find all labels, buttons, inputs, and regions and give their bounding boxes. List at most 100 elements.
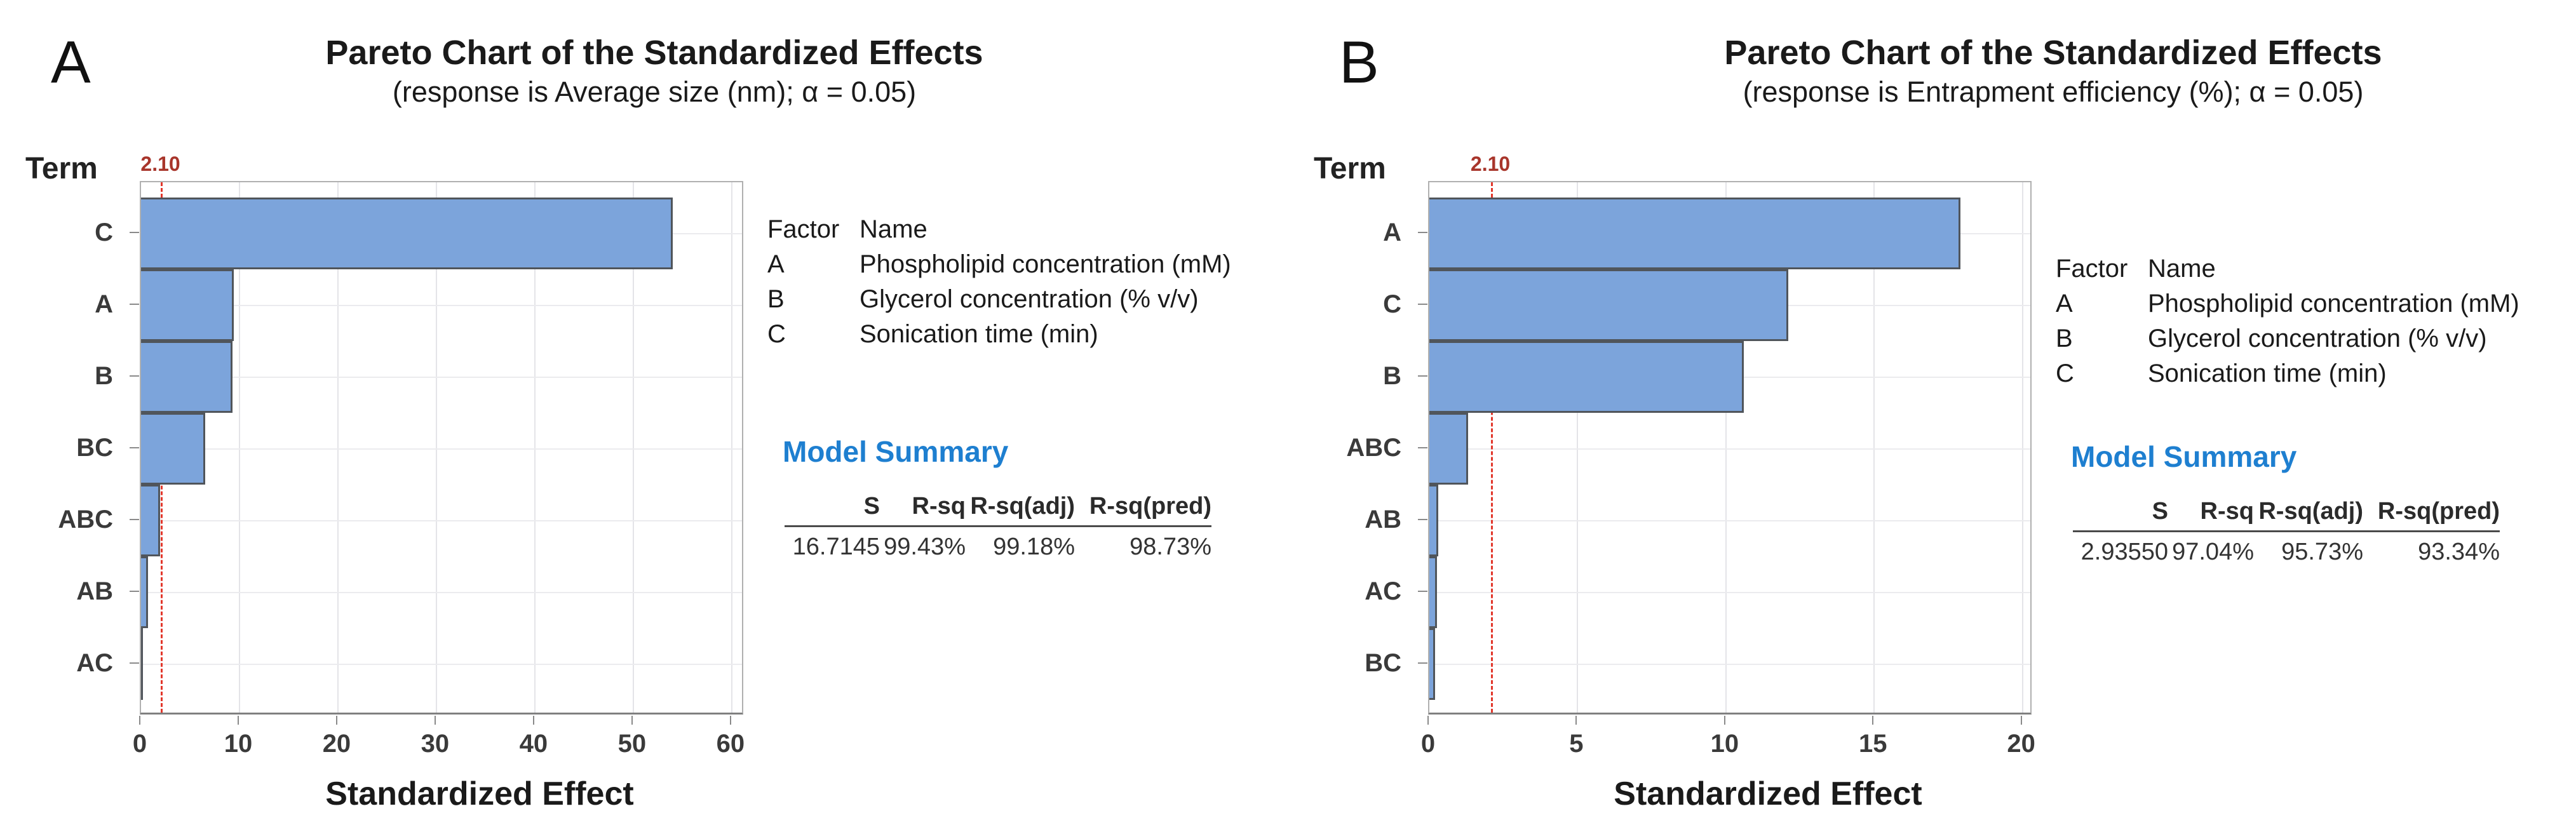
y-tick-mark	[130, 446, 139, 448]
category-label-B: B	[95, 361, 113, 390]
x-tick-mark	[532, 716, 534, 725]
y-gridline	[1429, 663, 2030, 665]
model-summary-value: 93.34%	[2418, 539, 2500, 565]
category-label-ABC: ABC	[58, 505, 113, 533]
bar-AC	[1429, 556, 1437, 628]
y-gridline	[141, 520, 742, 521]
x-gridline	[1577, 182, 1579, 713]
y-tick-mark	[1418, 590, 1427, 592]
model-summary-value: 98.73%	[1130, 533, 1211, 560]
factor-legend: Factor Name A Phospholipid concentration (m…	[767, 212, 1231, 352]
model-summary-column: R-sq(adj)	[970, 493, 1075, 520]
x-tick-label: 0	[132, 730, 147, 758]
x-axis-title: Standardized Effect	[1614, 775, 1922, 812]
x-tick-label: 10	[1710, 730, 1739, 758]
x-gridline	[2021, 182, 2023, 713]
model-summary-heading: Model Summary	[2071, 440, 2297, 473]
model-summary-column: R-sq(adj)	[2258, 498, 2363, 525]
x-tick-mark	[434, 716, 436, 725]
bar-ABC	[1429, 413, 1468, 485]
y-tick-mark	[1418, 446, 1427, 448]
x-tick-label: 20	[322, 730, 351, 758]
factor-legend-header: Factor	[2056, 255, 2128, 283]
chart-subtitle: (response is Entrapment efficiency (%); …	[1743, 76, 2364, 108]
y-tick-mark	[1418, 375, 1427, 377]
x-tick-mark	[631, 716, 633, 725]
reference-line	[1490, 182, 1493, 713]
factor-legend: Factor Name A Phospholipid concentration (m…	[2056, 252, 2519, 391]
factor-name: Glycerol concentration (% v/v)	[2148, 325, 2487, 352]
model-summary: Model Summary S R-sq R-sq(adj) R-sq(pred) 1…	[783, 434, 1211, 561]
model-summary-column: S	[863, 493, 880, 520]
chart-title: Pareto Chart of the Standardized Effects	[325, 34, 983, 72]
factor-letter: A	[2056, 290, 2073, 318]
bar-C	[1429, 269, 1788, 341]
category-label-B: B	[1383, 361, 1401, 390]
y-gridline	[141, 663, 742, 665]
y-tick-mark	[1418, 518, 1427, 520]
factor-letter: C	[2056, 359, 2074, 387]
category-label-AC: AC	[76, 648, 113, 677]
factor-letter: B	[767, 285, 785, 313]
x-tick-label: 15	[1858, 730, 1887, 758]
model-summary-header-row: S R-sq R-sq(adj) R-sq(pred)	[2073, 498, 2500, 532]
title-block: Pareto Chart of the Standardized Effects…	[325, 32, 983, 111]
panel-letter: B	[1339, 29, 1379, 95]
plot-area	[140, 181, 743, 715]
model-summary-table: S R-sq R-sq(adj) R-sq(pred) 16.7145 99.43% 99…	[785, 493, 1211, 561]
y-tick-mark	[130, 518, 139, 520]
model-summary-column: R-sq	[2200, 498, 2254, 525]
x-gridline	[632, 182, 634, 713]
plot-area	[1428, 181, 2032, 715]
x-gridline	[1725, 182, 1727, 713]
bar-A	[1429, 198, 1960, 269]
x-tick-mark	[139, 716, 140, 725]
y-gridline	[1429, 520, 2030, 521]
model-summary: Model Summary S R-sq R-sq(adj) R-sq(pred) 2…	[2071, 439, 2500, 566]
x-gridline	[731, 182, 732, 713]
x-axis-title: Standardized Effect	[325, 775, 634, 812]
x-tick-mark	[729, 716, 731, 725]
x-tick-label: 10	[224, 730, 253, 758]
model-summary-value: 99.43%	[884, 533, 966, 560]
category-label-C: C	[1383, 290, 1401, 318]
bar-B	[141, 341, 233, 413]
model-summary-column: R-sq	[912, 493, 966, 520]
y-tick-mark	[130, 231, 139, 233]
y-gridline	[1429, 591, 2030, 593]
x-tick-label: 0	[1420, 730, 1436, 758]
y-axis-title: Term	[1314, 152, 1386, 185]
panel-letter: A	[51, 29, 91, 95]
factor-letter: A	[767, 250, 785, 278]
category-label-AB: AB	[76, 577, 113, 605]
model-summary-value: 95.73%	[2281, 539, 2363, 565]
bar-ABC	[141, 485, 161, 556]
x-tick-mark	[1723, 716, 1725, 725]
category-label-BC: BC	[76, 433, 113, 462]
category-label-AC: AC	[1365, 577, 1401, 605]
y-tick-mark	[1418, 231, 1427, 233]
x-tick-mark	[2020, 716, 2022, 725]
y-tick-mark	[130, 375, 139, 377]
factor-name: Phospholipid concentration (mM)	[860, 250, 1231, 278]
bar-AB	[141, 556, 148, 628]
y-tick-mark	[130, 303, 139, 305]
model-summary-column: R-sq(pred)	[1089, 493, 1211, 520]
bar-B	[1429, 341, 1744, 413]
bar-BC	[1429, 628, 1436, 700]
category-label-A: A	[95, 290, 113, 318]
x-tick-mark	[335, 716, 337, 725]
factor-name: Phospholipid concentration (mM)	[2148, 290, 2519, 318]
x-gridline	[435, 182, 437, 713]
model-summary-value: 99.18%	[993, 533, 1075, 560]
bar-A	[141, 269, 234, 341]
factor-name: Sonication time (min)	[2148, 359, 2387, 387]
factor-legend-header: Name	[2148, 255, 2216, 283]
y-gridline	[141, 376, 742, 378]
x-gridline	[534, 182, 536, 713]
bar-AB	[1429, 485, 1438, 556]
bar-BC	[141, 413, 205, 485]
chart-title: Pareto Chart of the Standardized Effects	[1724, 34, 2382, 72]
factor-legend-header: Factor	[767, 215, 840, 243]
